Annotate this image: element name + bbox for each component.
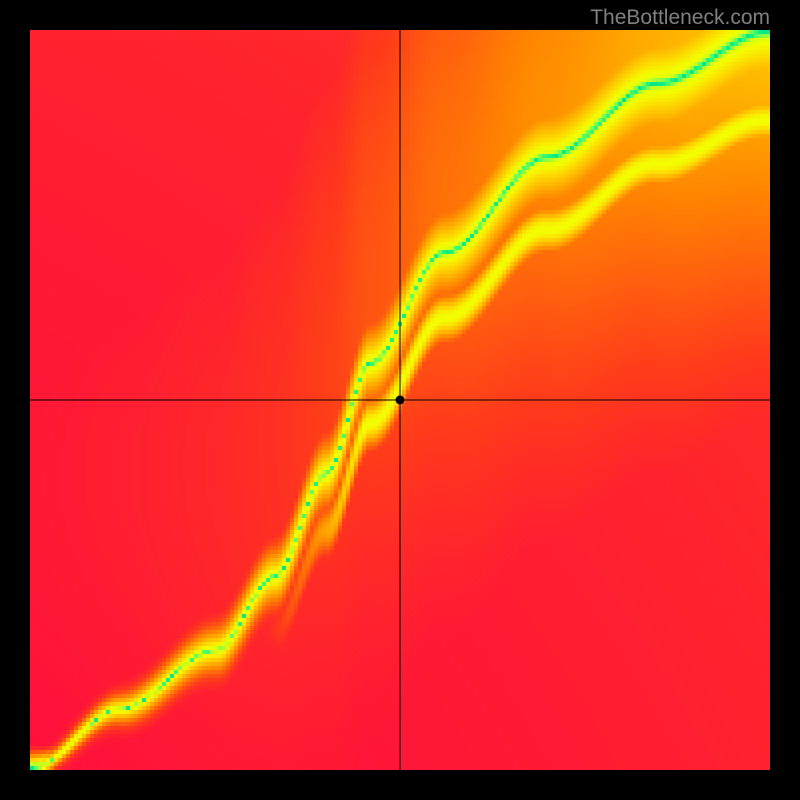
bottleneck-heatmap (30, 30, 770, 770)
attribution-text: TheBottleneck.com (590, 6, 770, 30)
chart-container: TheBottleneck.com (0, 0, 800, 800)
